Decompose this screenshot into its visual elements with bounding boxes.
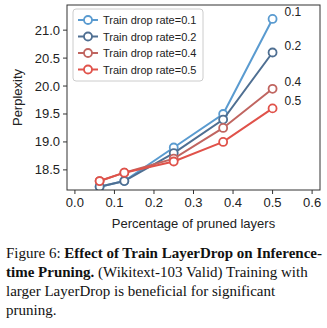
legend-label: Train drop rate=0.4 [103,47,196,59]
y-tick-label: 21.0 [35,23,60,38]
annotation: 0.2 [285,39,302,53]
y-tick [63,30,67,31]
caption-label: Figure 6: [6,245,61,261]
y-tick [63,113,67,114]
legend: Train drop rate=0.1 Train drop rate=0.2 Tr… [73,9,203,81]
legend-box [73,9,203,81]
x-tick-label: 0.2 [145,195,163,210]
point [219,124,227,132]
annotation: 0.1 [285,5,302,19]
point [269,15,277,23]
annotation: 0.5 [285,94,302,108]
legend-marker [84,33,92,41]
x-tick-label: 0.5 [264,195,282,210]
x-tick-label: 0.6 [303,195,321,210]
legend-marker [84,66,92,74]
point [120,169,128,177]
plot-frame [67,5,320,190]
y-tick-label: 20.0 [35,79,60,94]
y-tick-label: 19.0 [35,134,60,149]
caption: Figure 6: Effect of Train LayerDrop on I… [6,244,322,320]
annotation: 0.4 [285,75,302,89]
y-tick-label: 20.5 [35,51,60,66]
x-tick [74,190,75,194]
y-tick [63,58,67,59]
x-tick [312,190,313,194]
y-tick [63,169,67,170]
legend-marker [84,49,92,57]
legend-label: Train drop rate=0.2 [103,31,196,43]
x-tick-label: 0.0 [66,195,84,210]
series-line [100,53,273,187]
point [120,177,128,185]
x-tick-label: 0.1 [105,195,123,210]
point [269,49,277,57]
plot-area [96,15,277,190]
y-axis-label: Perplexity [10,68,25,126]
x-axis-label: Percentage of pruned layers [112,216,276,231]
series-line [100,108,273,181]
y-tick [63,86,67,87]
x-tick [233,190,234,194]
y-tick-label: 19.5 [35,106,60,121]
series-line [100,89,273,181]
x-tick [114,190,115,194]
point [96,177,104,185]
y-tick [63,141,67,142]
point [219,116,227,124]
legend-label: Train drop rate=0.5 [103,64,196,76]
x-tick [153,190,154,194]
point [96,177,104,185]
point [120,169,128,177]
legend-label: Train drop rate=0.1 [103,14,196,26]
x-tick-label: 0.4 [224,195,242,210]
point [219,138,227,146]
point [120,177,128,185]
point [170,157,178,165]
point [269,85,277,93]
legend-marker [84,16,92,24]
x-tick [272,190,273,194]
x-tick-label: 0.3 [184,195,202,210]
y-tick-label: 18.5 [35,162,60,177]
x-tick [193,190,194,194]
point [269,104,277,112]
